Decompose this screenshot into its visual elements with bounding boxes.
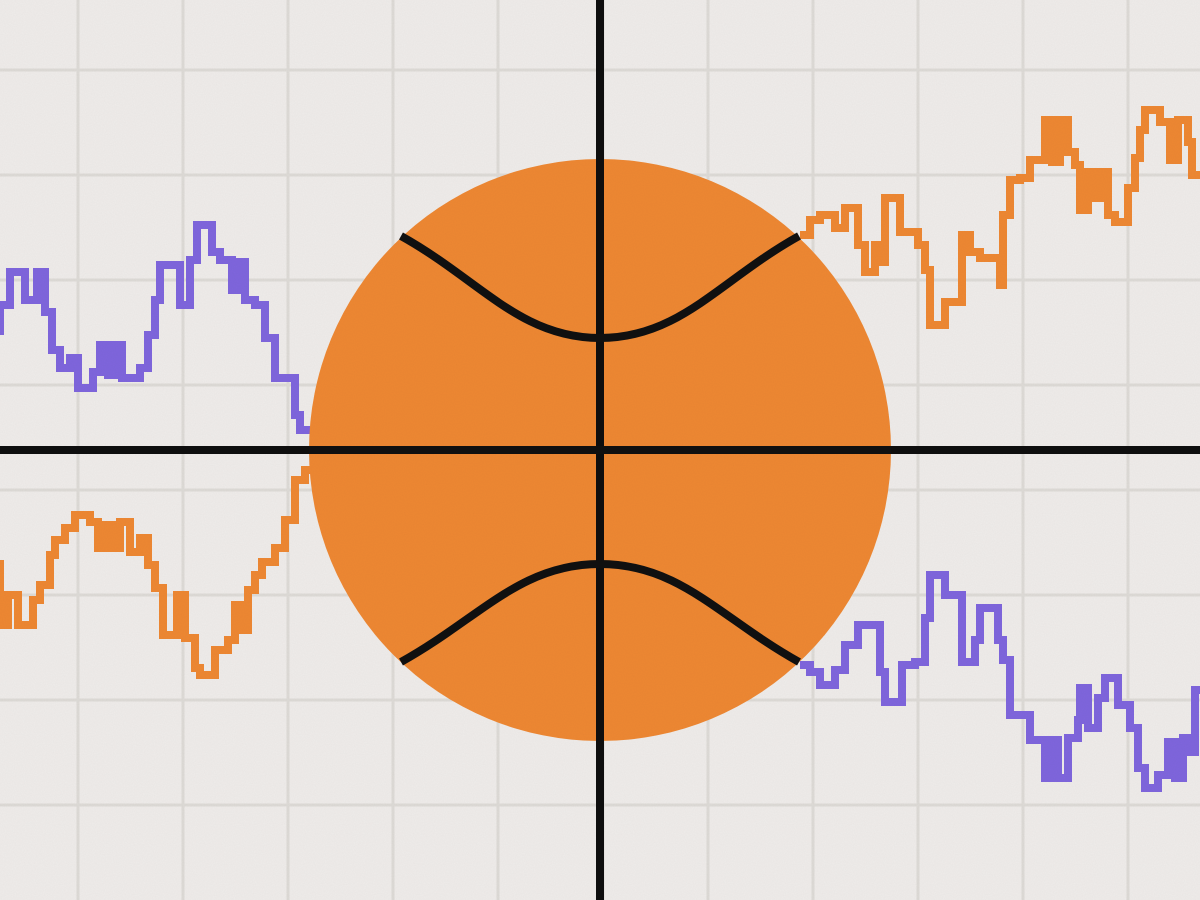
illustration-canvas — [0, 0, 1200, 900]
basketball-chart-illustration — [0, 0, 1200, 900]
paper-grain-texture — [0, 0, 1200, 900]
